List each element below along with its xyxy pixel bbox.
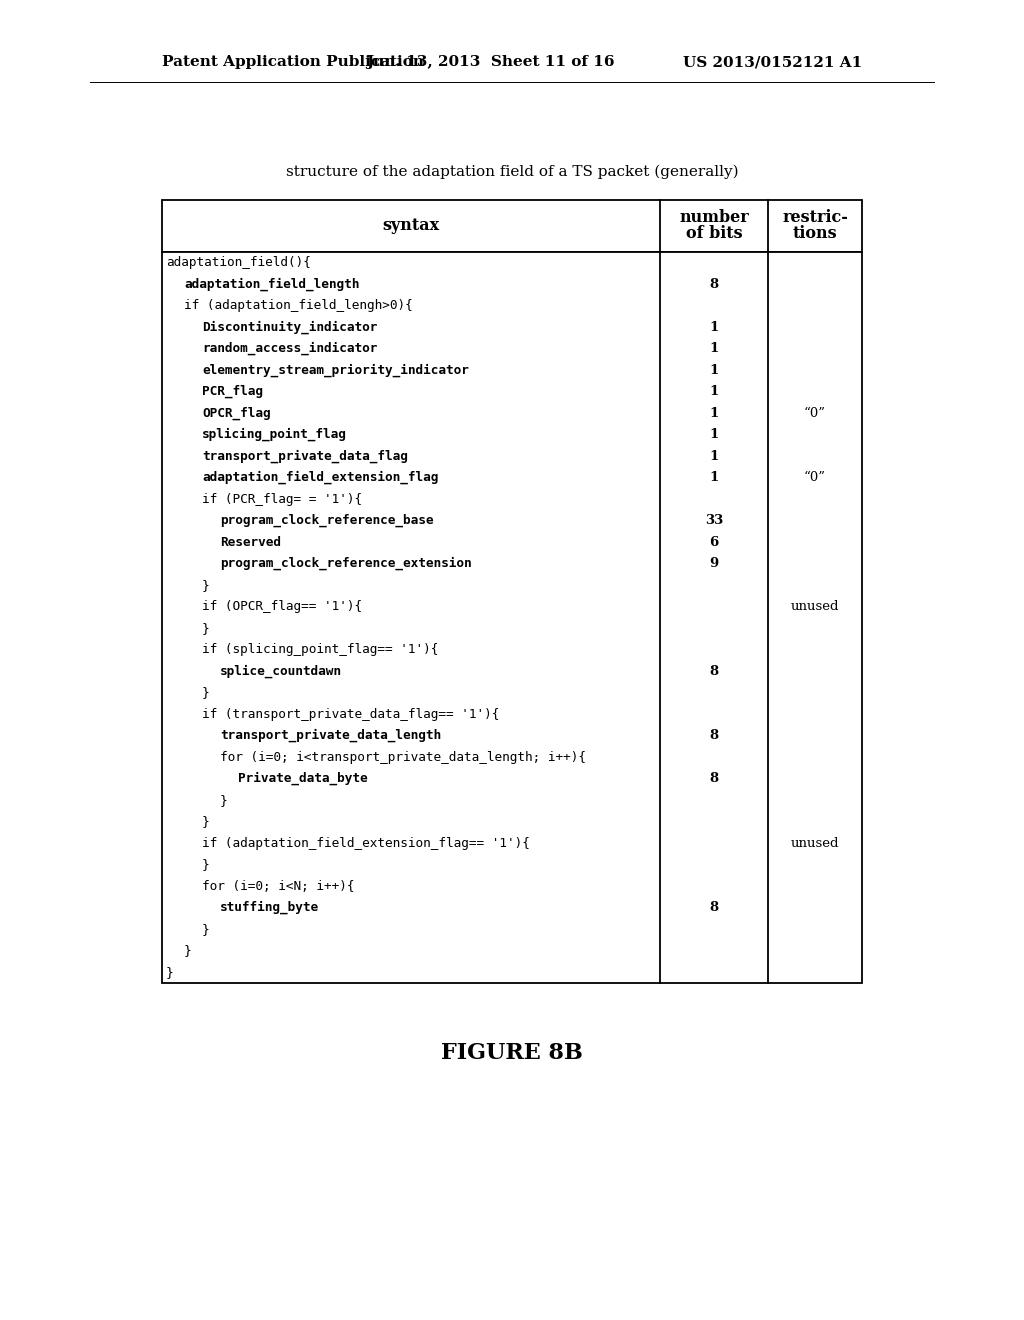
Text: random_access_indicator: random_access_indicator bbox=[202, 342, 378, 355]
Text: Reserved: Reserved bbox=[220, 536, 281, 549]
Text: unused: unused bbox=[791, 601, 840, 614]
Text: 1: 1 bbox=[710, 385, 719, 399]
Text: program_clock_reference_base: program_clock_reference_base bbox=[220, 513, 433, 528]
Text: Jun. 13, 2013  Sheet 11 of 16: Jun. 13, 2013 Sheet 11 of 16 bbox=[366, 55, 614, 69]
Text: }: } bbox=[184, 944, 191, 957]
Text: 1: 1 bbox=[710, 428, 719, 441]
Text: if (adaptation_field_lengh>0){: if (adaptation_field_lengh>0){ bbox=[184, 300, 413, 313]
Text: if (splicing_point_flag== '1'){: if (splicing_point_flag== '1'){ bbox=[202, 643, 438, 656]
Text: }: } bbox=[166, 966, 174, 978]
Text: }: } bbox=[202, 858, 210, 871]
Bar bbox=[162, 201, 862, 252]
Text: structure of the adaptation field of a TS packet (generally): structure of the adaptation field of a T… bbox=[286, 165, 738, 180]
Text: for (i=0; i<transport_private_data_length; i++){: for (i=0; i<transport_private_data_lengt… bbox=[220, 751, 586, 764]
Text: OPCR_flag: OPCR_flag bbox=[202, 407, 270, 420]
Text: Patent Application Publication: Patent Application Publication bbox=[162, 55, 424, 69]
Text: adaptation_field(){: adaptation_field(){ bbox=[166, 256, 311, 269]
Text: 8: 8 bbox=[710, 902, 719, 915]
Text: for (i=0; i<N; i++){: for (i=0; i<N; i++){ bbox=[202, 879, 354, 892]
Text: 1: 1 bbox=[710, 471, 719, 484]
Text: tions: tions bbox=[793, 226, 838, 243]
Text: 8: 8 bbox=[710, 665, 719, 677]
Text: }: } bbox=[220, 793, 227, 807]
Text: }: } bbox=[202, 578, 210, 591]
Text: 9: 9 bbox=[710, 557, 719, 570]
Text: US 2013/0152121 A1: US 2013/0152121 A1 bbox=[683, 55, 862, 69]
Text: transport_private_data_length: transport_private_data_length bbox=[220, 729, 441, 742]
Text: Private_data_byte: Private_data_byte bbox=[238, 772, 368, 785]
Text: if (transport_private_data_flag== '1'){: if (transport_private_data_flag== '1'){ bbox=[202, 708, 500, 721]
Text: number: number bbox=[679, 210, 749, 227]
Text: adaptation_field_length: adaptation_field_length bbox=[184, 277, 359, 290]
Text: }: } bbox=[202, 923, 210, 936]
Text: splice_countdawn: splice_countdawn bbox=[220, 664, 342, 678]
Text: 1: 1 bbox=[710, 342, 719, 355]
Text: transport_private_data_flag: transport_private_data_flag bbox=[202, 450, 408, 463]
Text: }: } bbox=[202, 622, 210, 635]
Text: if (OPCR_flag== '1'){: if (OPCR_flag== '1'){ bbox=[202, 601, 362, 614]
Text: 8: 8 bbox=[710, 277, 719, 290]
Text: 8: 8 bbox=[710, 729, 719, 742]
Text: 8: 8 bbox=[710, 772, 719, 785]
Text: stuffing_byte: stuffing_byte bbox=[220, 902, 319, 915]
Text: program_clock_reference_extension: program_clock_reference_extension bbox=[220, 557, 472, 570]
Text: elementry_stream_priority_indicator: elementry_stream_priority_indicator bbox=[202, 363, 469, 378]
Text: }: } bbox=[202, 816, 210, 828]
Text: 1: 1 bbox=[710, 364, 719, 376]
Text: adaptation_field_extension_flag: adaptation_field_extension_flag bbox=[202, 471, 438, 484]
Text: Discontinuity_indicator: Discontinuity_indicator bbox=[202, 321, 378, 334]
Text: 1: 1 bbox=[710, 407, 719, 420]
Text: }: } bbox=[202, 686, 210, 700]
Text: 33: 33 bbox=[705, 515, 723, 527]
Text: if (PCR_flag= = '1'){: if (PCR_flag= = '1'){ bbox=[202, 492, 362, 506]
Bar bbox=[162, 252, 862, 983]
Text: of bits: of bits bbox=[686, 226, 742, 243]
Text: syntax: syntax bbox=[382, 218, 439, 235]
Text: “0”: “0” bbox=[804, 407, 826, 420]
Text: “0”: “0” bbox=[804, 471, 826, 484]
Text: splicing_point_flag: splicing_point_flag bbox=[202, 428, 347, 441]
Text: FIGURE 8B: FIGURE 8B bbox=[441, 1041, 583, 1064]
Text: PCR_flag: PCR_flag bbox=[202, 385, 263, 399]
Text: 1: 1 bbox=[710, 321, 719, 334]
Text: 6: 6 bbox=[710, 536, 719, 549]
Text: if (adaptation_field_extension_flag== '1'){: if (adaptation_field_extension_flag== '1… bbox=[202, 837, 529, 850]
Text: unused: unused bbox=[791, 837, 840, 850]
Text: 1: 1 bbox=[710, 450, 719, 463]
Text: restric-: restric- bbox=[782, 210, 848, 227]
